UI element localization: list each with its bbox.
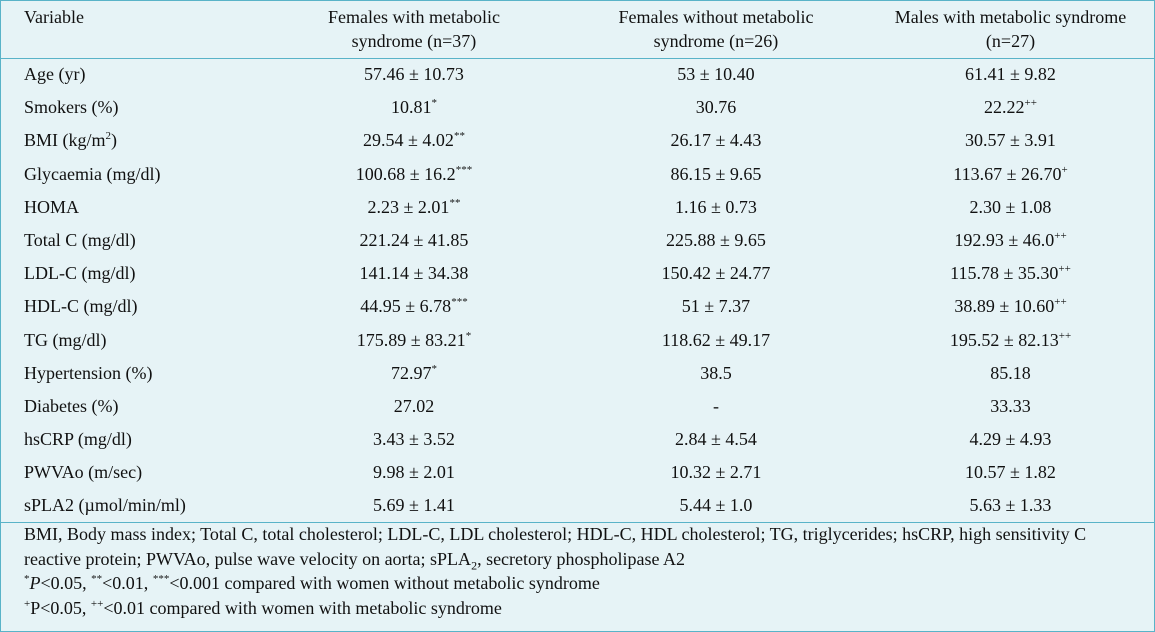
table-row: Diabetes (%) 27.02 - 33.33: [1, 390, 1154, 423]
cell-females-with-ms: 72.97*: [391, 362, 437, 383]
cell-females-without-ms: 86.15 ± 9.65: [670, 163, 762, 184]
cell-females-without-ms: 53 ± 10.40: [677, 64, 755, 85]
table-row: sPLA2 (µmol/min/ml) 5.69 ± 1.41 5.44 ± 1.0…: [1, 489, 1154, 524]
cell-males-with-ms: 195.52 ± 82.13++: [949, 329, 1072, 350]
cell-females-without-ms: 38.5: [700, 362, 732, 383]
footnote-abbreviations: BMI, Body mass index; Total C, total cho…: [24, 524, 1087, 573]
table-row: Glycaemia (mg/dl) 100.68 ± 16.2*** 86.15 ±…: [1, 158, 1154, 191]
cell-variable: PWVAo (m/sec): [24, 462, 143, 483]
cell-males-with-ms: 5.63 ± 1.33: [867, 489, 1154, 524]
cell-females-with-ms: 57.46 ± 10.73: [364, 64, 464, 85]
cell-variable: sPLA2 (µmol/min/ml): [1, 489, 263, 524]
cell-females-with-ms: 44.95 ± 6.78***: [360, 296, 468, 317]
header-row: Variable Females with metabolic syndrome …: [1, 1, 1154, 59]
table-row: HDL-C (mg/dl) 44.95 ± 6.78*** 51 ± 7.37 38.…: [1, 290, 1154, 323]
cell-variable: Diabetes (%): [24, 395, 119, 416]
table-row: HOMA 2.23 ± 2.01** 1.16 ± 0.73 2.30 ± 1.08: [1, 191, 1154, 224]
cell-variable: Age (yr): [24, 64, 86, 85]
table-row: BMI (kg/m2) 29.54 ± 4.02** 26.17 ± 4.43 30.…: [1, 124, 1154, 157]
cell-variable: Smokers (%): [24, 97, 119, 118]
cell-females-without-ms: 10.32 ± 2.71: [670, 462, 762, 483]
table-row: hsCRP (mg/dl) 3.43 ± 3.52 2.84 ± 4.54 4.29 …: [1, 423, 1154, 456]
cell-males-with-ms: 10.57 ± 1.82: [965, 462, 1056, 483]
cell-variable: LDL-C (mg/dl): [24, 263, 136, 284]
header-females-without-ms: Females without metabolic syndrome (n=26): [565, 1, 867, 59]
cell-females-with-ms: 221.24 ± 41.85: [359, 230, 469, 251]
cell-males-with-ms: 61.41 ± 9.82: [965, 64, 1056, 85]
header-males-with-ms: Males with metabolic syndrome (n=27): [867, 1, 1154, 59]
cell-males-with-ms: 30.57 ± 3.91: [965, 130, 1056, 151]
footnotes: BMI, Body mass index; Total C, total cho…: [24, 522, 1139, 620]
cell-females-with-ms: 27.02: [393, 395, 435, 416]
cell-variable: BMI (kg/m2): [24, 130, 118, 151]
cell-males-with-ms: 115.78 ± 35.30++: [950, 263, 1071, 284]
table-row: PWVAo (m/sec) 9.98 ± 2.01 10.32 ± 2.71 10.5…: [1, 456, 1154, 489]
cell-variable: Total C (mg/dl): [24, 230, 136, 251]
table-row: Total C (mg/dl) 221.24 ± 41.85 225.88 ± 9.…: [1, 224, 1154, 257]
cell-variable: Hypertension (%): [24, 362, 153, 383]
table-body: Age (yr) 57.46 ± 10.73 53 ± 10.40 61.41 ± 9…: [1, 58, 1154, 524]
cell-females-without-ms: 30.76: [695, 97, 737, 118]
cell-females-with-ms: 29.54 ± 4.02**: [363, 130, 465, 151]
cell-females-without-ms: 225.88 ± 9.65: [666, 230, 766, 251]
cell-females-with-ms: 175.89 ± 83.21*: [356, 329, 472, 350]
table-row: Smokers (%) 10.81* 30.76 22.22++: [1, 91, 1154, 124]
cell-females-with-ms: 10.81*: [391, 97, 437, 118]
cell-variable: Glycaemia (mg/dl): [24, 163, 161, 184]
cell-males-with-ms: 85.18: [990, 362, 1031, 383]
cell-females-with-ms: 9.98 ± 2.01: [373, 462, 455, 483]
cell-variable: HDL-C (mg/dl): [24, 296, 138, 317]
cell-males-with-ms: 4.29 ± 4.93: [969, 429, 1052, 450]
cell-females-without-ms: 5.44 ± 1.0: [565, 489, 867, 524]
header-variable: Variable: [1, 1, 263, 59]
cell-females-without-ms: 150.42 ± 24.77: [661, 263, 771, 284]
cell-females-without-ms: -: [713, 395, 719, 416]
cell-females-without-ms: 51 ± 7.37: [681, 296, 751, 317]
cell-variable: hsCRP (mg/dl): [24, 429, 132, 450]
cell-females-with-ms: 3.43 ± 3.52: [373, 429, 455, 450]
cell-males-with-ms: 22.22++: [984, 97, 1037, 118]
footnote-significance-women-with: +P<0.05, ++<0.01 compared with women wit…: [24, 597, 502, 618]
table-row: LDL-C (mg/dl) 141.14 ± 34.38 150.42 ± 24.7…: [1, 257, 1154, 290]
header-females-with-ms: Females with metabolic syndrome (n=37): [263, 1, 565, 59]
cell-females-without-ms: 118.62 ± 49.17: [661, 329, 771, 350]
data-table: Variable Females with metabolic syndrome …: [1, 1, 1154, 524]
cell-males-with-ms: 33.33: [990, 395, 1031, 416]
cell-females-with-ms: 5.69 ± 1.41: [263, 489, 565, 524]
table-row: Age (yr) 57.46 ± 10.73 53 ± 10.40 61.41 ± 9…: [1, 58, 1154, 91]
cell-variable: HOMA: [24, 196, 80, 217]
table-row: TG (mg/dl) 175.89 ± 83.21* 118.62 ± 49.17 1…: [1, 324, 1154, 357]
cell-females-with-ms: 141.14 ± 34.38: [359, 263, 469, 284]
table-row: Hypertension (%) 72.97* 38.5 85.18: [1, 357, 1154, 390]
cell-females-without-ms: 1.16 ± 0.73: [675, 196, 757, 217]
footnote-significance-women-without: *P<0.05, **<0.01, ***<0.001 compared wit…: [24, 573, 600, 593]
cell-variable: TG (mg/dl): [24, 329, 107, 350]
cell-males-with-ms: 192.93 ± 46.0++: [954, 230, 1067, 251]
cell-males-with-ms: 38.89 ± 10.60++: [954, 296, 1067, 317]
cell-females-with-ms: 2.23 ± 2.01**: [367, 196, 461, 217]
cell-females-with-ms: 100.68 ± 16.2***: [355, 163, 473, 184]
cell-females-without-ms: 2.84 ± 4.54: [675, 429, 757, 450]
cell-females-without-ms: 26.17 ± 4.43: [670, 130, 762, 151]
cell-males-with-ms: 2.30 ± 1.08: [969, 196, 1052, 217]
cell-males-with-ms: 113.67 ± 26.70+: [953, 163, 1068, 184]
